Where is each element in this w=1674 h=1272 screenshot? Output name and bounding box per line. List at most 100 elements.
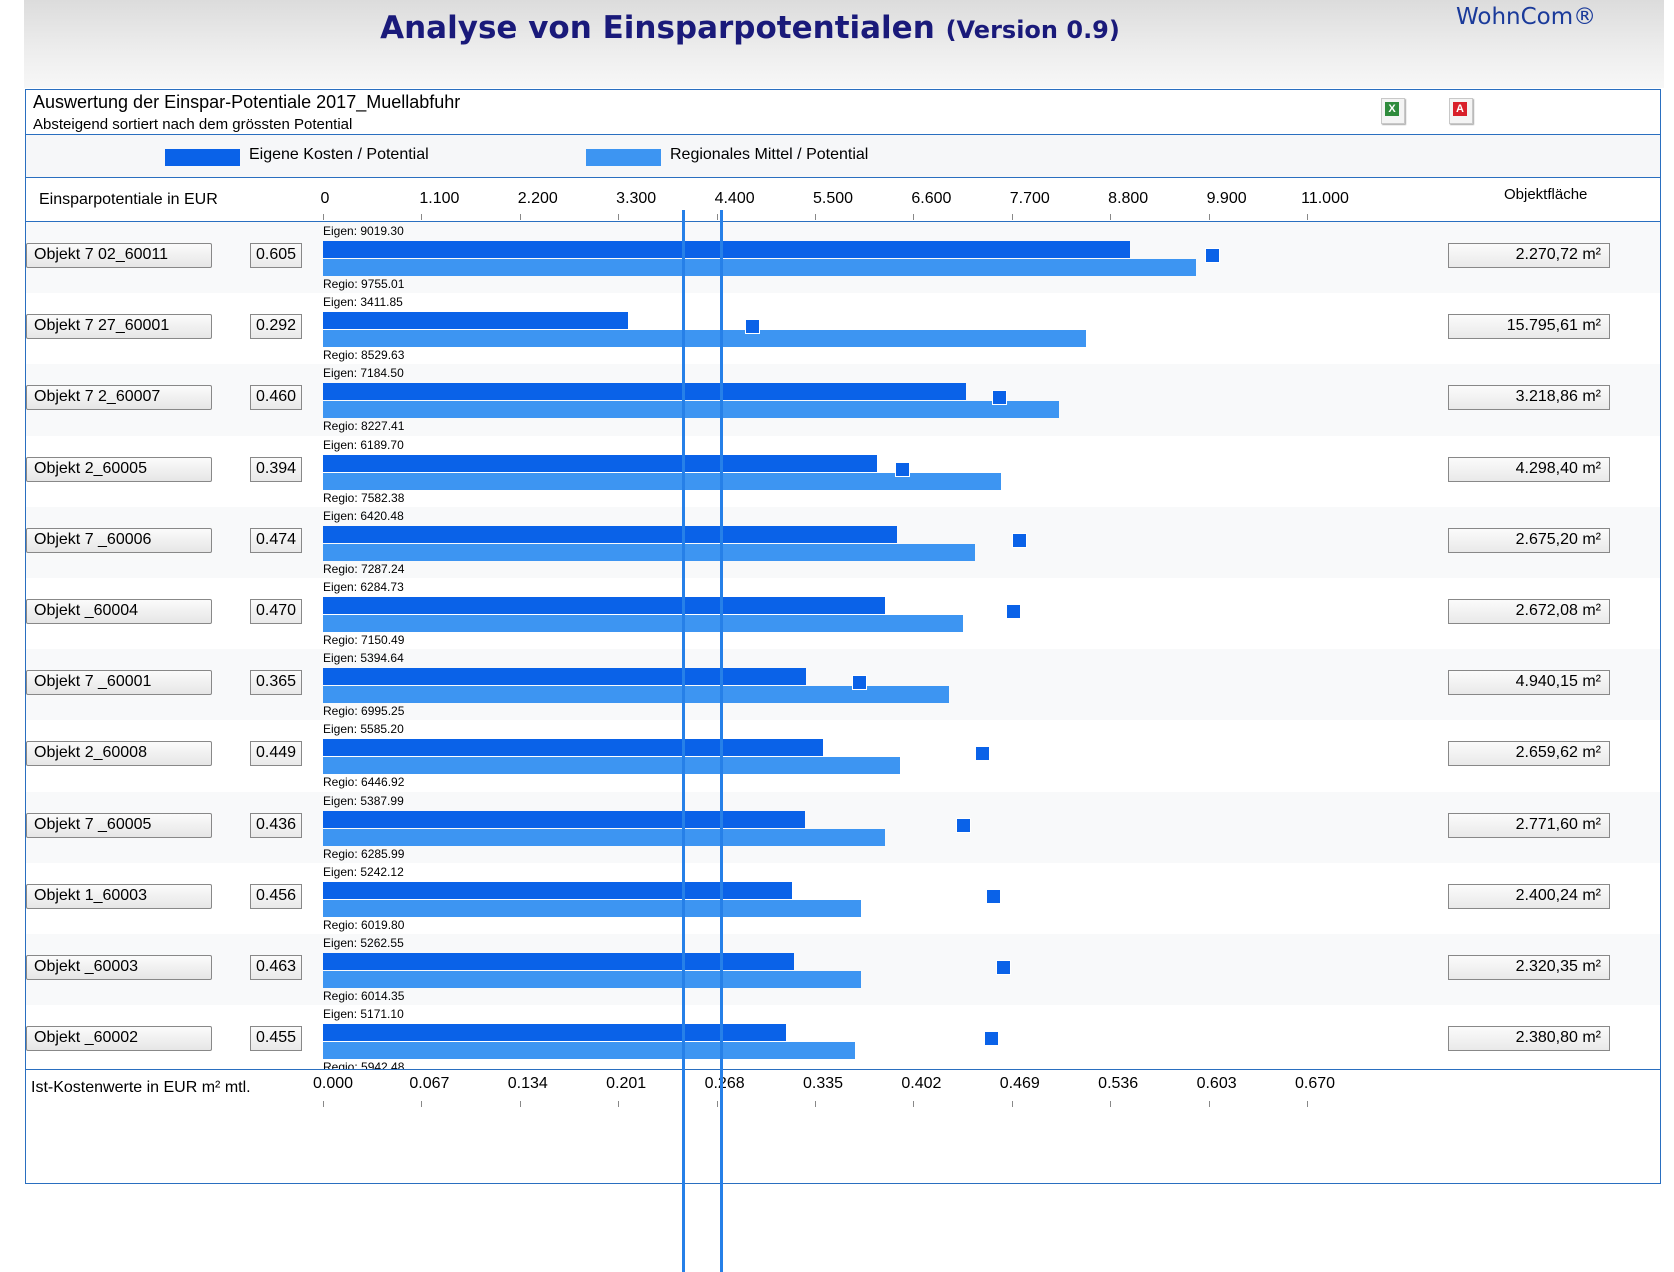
regional-value-label: Regio: 6446.92 (323, 775, 405, 790)
legend-regional-label: Regionales Mittel / Potential (670, 146, 869, 163)
regional-value-label: Regio: 8227.41 (323, 419, 405, 434)
top-axis-tick-label: 4.400 (714, 190, 755, 207)
bottom-axis-tick-label: 0.201 (606, 1075, 647, 1092)
legend-own-swatch (165, 149, 240, 166)
cost-value-box: 0.470 (250, 599, 302, 624)
own-value-label: Eigen: 6284.73 (323, 580, 404, 594)
app-title: Analyse von Einsparpotentialen (Version … (0, 10, 1500, 46)
app-title-text: Analyse von Einsparpotentialen (380, 10, 935, 46)
top-axis-tick-mark (815, 214, 816, 220)
object-button[interactable]: Objekt 2_60005 (26, 456, 212, 482)
regional-cost-bar (323, 615, 963, 632)
own-value-label: Eigen: 5394.64 (323, 651, 404, 666)
object-row: Objekt 1_60003 0.456 Eigen: 5242.12 Regio: … (26, 862, 1660, 939)
top-axis-tick-mark (716, 214, 718, 220)
regional-value-label: Regio: 7582.38 (323, 490, 405, 505)
area-value-box: 2.659,62 m² (1448, 741, 1610, 767)
regional-value-label: Regio: 9755.01 (323, 277, 405, 291)
bottom-axis-tick-label: 0.000 (312, 1075, 354, 1092)
top-axis-tick-label: 7.700 (1009, 190, 1050, 207)
top-axis-tick-label: 1.100 (419, 190, 460, 207)
top-axis-tick-mark (323, 214, 324, 220)
own-cost-bar (323, 241, 1130, 258)
area-value-box: 2.675,20 m² (1448, 527, 1610, 553)
own-value-label: Eigen: 6420.48 (323, 508, 404, 523)
object-button[interactable]: Objekt 2_60008 (26, 741, 212, 767)
object-row: Objekt 7 27_60001 0.292 Eigen: 3411.85 Regi… (26, 293, 1660, 370)
top-axis-tick-mark (1208, 214, 1210, 220)
bottom-axis-tick-mark (716, 1101, 718, 1107)
own-cost-bar (323, 597, 886, 614)
own-cost-bar (323, 881, 792, 899)
object-row: Objekt _60002 0.455 Eigen: 5171.10 Regio: 5… (26, 1005, 1660, 1082)
cost-value-box: 0.460 (250, 385, 302, 411)
area-value-box: 4.940,15 m² (1448, 670, 1610, 696)
area-value-box: 2.380,80 m² (1448, 1026, 1610, 1052)
object-button[interactable]: Objekt 7 _60005 (26, 812, 212, 838)
object-button[interactable]: Objekt _60003 (26, 955, 212, 980)
own-cost-bar (323, 739, 823, 757)
own-value-label: Eigen: 5387.99 (323, 793, 404, 808)
area-value-box: 2.400,24 m² (1448, 883, 1610, 909)
regional-cost-bar (323, 1042, 855, 1060)
legend: Eigene Kosten / Potential Regionales Mit… (26, 135, 1660, 178)
cost-marker (852, 675, 868, 691)
bottom-axis-tick-mark (1011, 1101, 1013, 1107)
bottom-axis-label: Ist-Kostenwerte in EUR m² mtl. (31, 1079, 251, 1096)
object-button[interactable]: Objekt 7 _60006 (26, 527, 212, 553)
bottom-axis-tick-label: 0.402 (901, 1075, 942, 1092)
cost-value-box: 0.455 (250, 1026, 302, 1052)
area-value-box: 2.672,08 m² (1448, 599, 1610, 624)
object-button[interactable]: Objekt 7 2_60007 (26, 385, 212, 411)
brand-logo: WohnCom® (1456, 4, 1597, 30)
object-row: Objekt _60003 0.463 Eigen: 5262.55 Regio: 6… (26, 934, 1660, 1010)
bottom-axis-tick-label: 0.536 (1098, 1075, 1139, 1092)
cost-marker (956, 817, 972, 833)
cost-value-box: 0.474 (250, 527, 302, 553)
top-axis-tick-label: 11.000 (1301, 190, 1349, 207)
regional-cost-bar (323, 543, 975, 561)
cost-marker (1204, 248, 1220, 263)
object-button[interactable]: Objekt _60002 (26, 1026, 212, 1052)
cost-value-box: 0.394 (250, 456, 302, 482)
regional-value-label: Regio: 6995.25 (323, 704, 405, 719)
title-bar (24, 0, 1664, 88)
object-button[interactable]: Objekt 7 27_60001 (26, 314, 212, 340)
regional-cost-bar (323, 259, 1196, 276)
top-axis-tick-label: 3.300 (616, 190, 657, 207)
area-value-box: 2.771,60 m² (1448, 812, 1610, 838)
top-axis-tick-mark (618, 214, 620, 220)
own-cost-bar (323, 1024, 786, 1042)
own-cost-bar (323, 810, 805, 828)
object-button[interactable]: Objekt 7 _60001 (26, 670, 212, 696)
own-value-label: Eigen: 5242.12 (323, 864, 404, 879)
object-row: Objekt 7 _60001 0.365 Eigen: 5394.64 Regio:… (26, 649, 1660, 726)
top-axis-header: Einsparpotentiale in EUR 0 1.100 2.200 3.30… (26, 178, 1660, 222)
bottom-axis-tick-label: 0.335 (802, 1075, 844, 1092)
cost-marker (975, 746, 991, 762)
excel-export-button[interactable]: X (1381, 98, 1405, 124)
bottom-axis-tick-mark (323, 1101, 324, 1107)
own-value-label: Eigen: 5171.10 (323, 1007, 404, 1022)
bottom-axis-tick-mark (815, 1101, 816, 1107)
object-button[interactable]: Objekt 1_60003 (26, 883, 212, 909)
area-value-box: 2.270,72 m² (1448, 243, 1610, 268)
area-column-header: Objektfläche (1504, 186, 1588, 203)
top-axis-tick-label: 2.200 (517, 190, 558, 207)
report-header: Auswertung der Einspar-Potentiale 2017_M… (26, 90, 1660, 135)
cost-marker (984, 1031, 1000, 1047)
own-cost-bar (323, 312, 629, 330)
regional-cost-bar (323, 757, 900, 775)
own-cost-bar (323, 668, 806, 686)
cost-marker (985, 888, 1001, 904)
pdf-export-button[interactable]: A (1449, 98, 1473, 124)
own-cost-bar (323, 454, 877, 472)
object-button[interactable]: Objekt _60004 (26, 599, 212, 624)
cost-value-box: 0.436 (250, 812, 302, 838)
top-axis-tick-mark (421, 214, 423, 220)
object-button[interactable]: Objekt 7 02_60011 (26, 243, 212, 268)
regional-value-label: Regio: 7287.24 (323, 561, 405, 576)
bottom-axis-tick-mark (421, 1101, 423, 1107)
bottom-axis-tick-label: 0.067 (409, 1075, 450, 1092)
report-subtitle: Absteigend sortiert nach dem grössten Po… (33, 116, 353, 133)
